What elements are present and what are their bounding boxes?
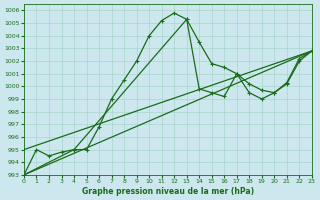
X-axis label: Graphe pression niveau de la mer (hPa): Graphe pression niveau de la mer (hPa) <box>82 187 254 196</box>
